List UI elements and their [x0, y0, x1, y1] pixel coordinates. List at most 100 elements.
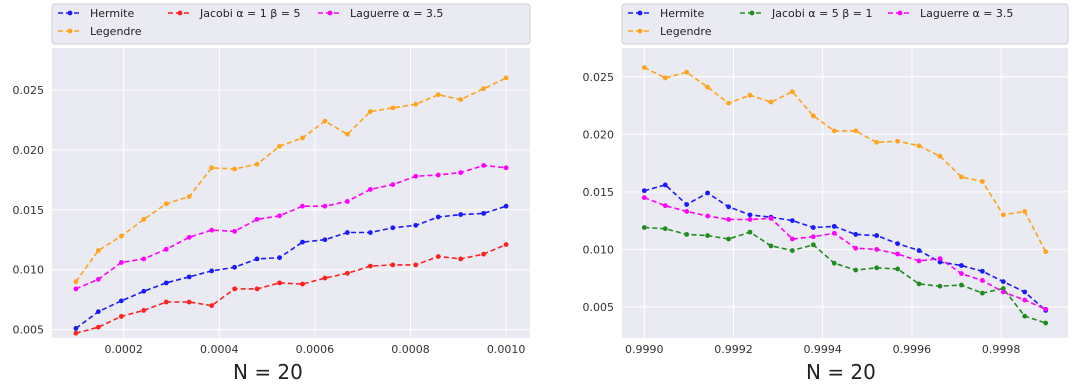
data-point	[789, 89, 795, 95]
data-point	[1022, 209, 1028, 214]
legend-label: Legendre	[660, 25, 712, 38]
data-point	[1022, 289, 1028, 295]
data-point	[895, 241, 901, 247]
data-point	[277, 143, 282, 149]
series-line	[643, 66, 1047, 253]
data-point	[810, 234, 816, 240]
data-point	[367, 263, 373, 269]
data-point	[853, 232, 859, 237]
legend-box	[51, 3, 531, 45]
legend-label: Laguerre α = 3.5	[920, 7, 1013, 20]
data-point	[95, 309, 101, 315]
data-point	[853, 128, 859, 134]
data-point	[503, 75, 509, 81]
x-tick-label: 0.9994	[803, 343, 842, 356]
right-chart-title: N = 20	[806, 360, 876, 384]
legend-marker	[897, 10, 903, 16]
data-point	[481, 210, 487, 216]
data-point	[186, 299, 192, 305]
data-point	[163, 201, 169, 207]
data-point	[810, 113, 816, 119]
data-point	[367, 230, 373, 235]
data-point	[413, 222, 419, 228]
data-point	[747, 229, 753, 235]
legend-marker	[327, 10, 333, 16]
legend-marker	[67, 10, 73, 16]
legend-label: Jacobi α = 1 β = 5	[199, 7, 300, 20]
data-point	[277, 213, 282, 219]
y-tick-label: 0.020	[583, 128, 615, 141]
data-point	[979, 290, 985, 296]
y-tick-label: 0.005	[13, 324, 45, 337]
data-point	[895, 251, 901, 257]
data-point	[141, 288, 147, 294]
data-point	[959, 174, 964, 180]
left-chart-panel: 0.0002 0.0004 0.0006 0.0008 0.0010 0.005 0.010…	[13, 3, 531, 356]
data-point	[916, 281, 922, 287]
data-point	[118, 298, 124, 304]
legend-marker	[749, 10, 755, 16]
data-point	[458, 170, 464, 176]
data-point	[300, 203, 305, 209]
data-point	[345, 230, 350, 235]
data-point	[831, 260, 837, 266]
data-point	[277, 255, 282, 261]
y-tick-label: 0.020	[13, 144, 45, 157]
data-point	[413, 173, 419, 179]
data-point	[959, 263, 964, 268]
x-tick-label: 0.9992	[714, 343, 753, 356]
data-point	[141, 308, 147, 313]
data-point	[300, 135, 305, 141]
data-point	[726, 236, 731, 242]
data-point	[1022, 313, 1028, 319]
plot-area	[52, 48, 530, 338]
data-point	[789, 218, 795, 224]
data-point	[458, 256, 464, 262]
data-point	[390, 262, 396, 268]
data-point	[141, 216, 147, 222]
data-point	[141, 256, 147, 262]
data-point	[390, 105, 396, 111]
data-point	[810, 242, 816, 248]
legend-label: Laguerre α = 3.5	[350, 7, 443, 20]
data-point	[641, 188, 647, 194]
data-point	[254, 286, 260, 292]
data-point	[916, 258, 922, 264]
data-point	[118, 314, 124, 319]
data-point	[435, 254, 441, 259]
legend-marker	[67, 28, 73, 34]
data-point	[503, 242, 509, 247]
data-point	[1043, 320, 1049, 326]
data-point	[254, 161, 260, 167]
data-point	[874, 265, 880, 271]
data-point	[232, 264, 237, 270]
data-point	[705, 190, 711, 196]
data-point	[186, 234, 192, 240]
data-point	[959, 271, 964, 276]
data-point	[979, 278, 985, 283]
data-point	[73, 326, 79, 331]
legend-marker	[177, 10, 183, 16]
data-point	[163, 246, 169, 252]
legend-box	[621, 3, 1069, 45]
data-point	[979, 268, 985, 274]
data-point	[1000, 212, 1006, 218]
data-point	[345, 198, 350, 204]
data-point	[937, 283, 943, 289]
data-point	[662, 182, 668, 188]
data-point	[662, 203, 668, 209]
data-point	[413, 262, 419, 268]
data-point	[118, 233, 124, 239]
x-tick-label: 0.9996	[893, 343, 932, 356]
data-point	[300, 281, 305, 287]
data-point	[1000, 279, 1006, 285]
data-point	[232, 286, 237, 292]
x-tick-label: 0.0010	[487, 343, 526, 356]
data-point	[726, 217, 731, 222]
legend-label: Hermite	[660, 7, 704, 20]
x-tick-label: 0.0004	[200, 343, 239, 356]
data-point	[458, 212, 464, 217]
data-point	[874, 246, 880, 252]
data-point	[367, 187, 373, 192]
